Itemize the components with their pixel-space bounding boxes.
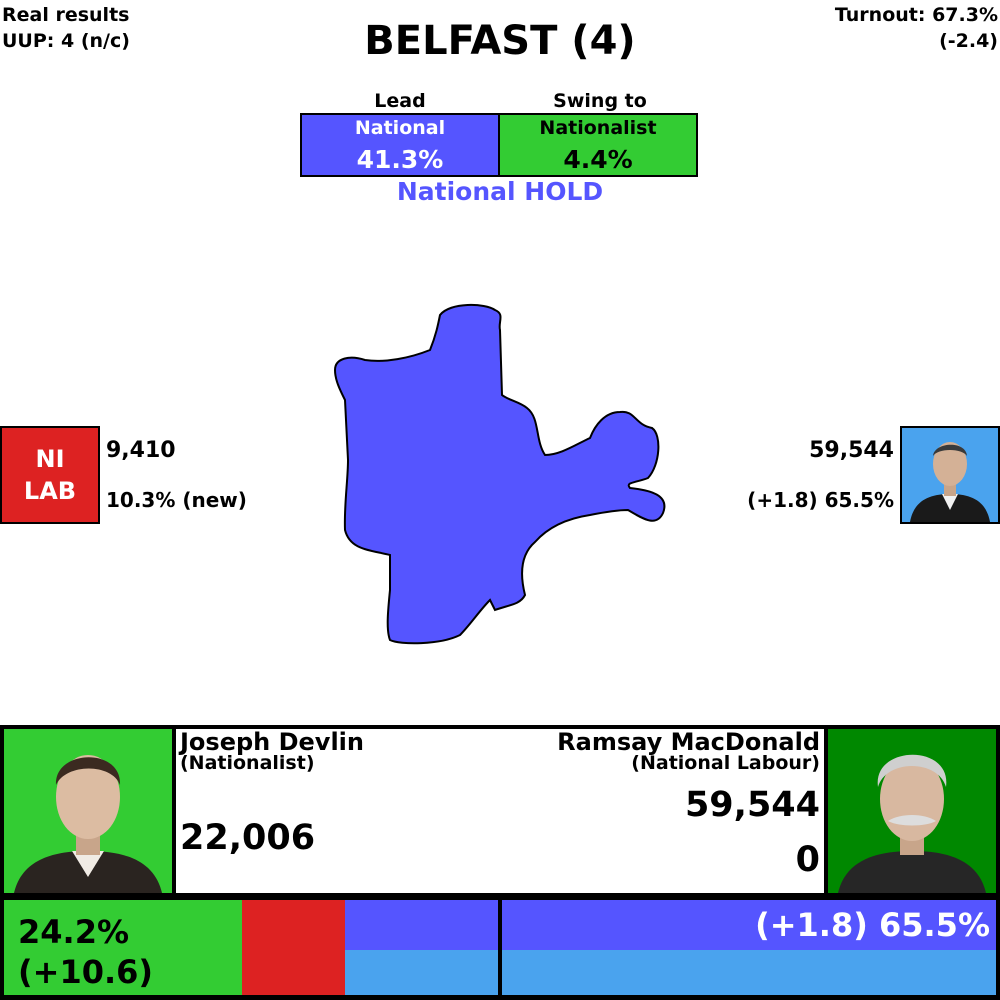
macdonald-party: (National Labour)	[631, 752, 820, 774]
devlin-photo	[4, 729, 172, 893]
portrait-icon	[902, 428, 998, 522]
bottom-info-area	[176, 729, 824, 893]
real-results: Real results UUP: 4 (n/c)	[2, 2, 130, 54]
turnout: Turnout: 67.3% (-2.4)	[835, 2, 998, 54]
macdonald-change: 0	[795, 840, 820, 880]
swing-box: Nationalist 4.4%	[498, 113, 698, 177]
portrait-icon	[4, 729, 172, 893]
bar-left-share: 24.2%	[18, 913, 130, 951]
swing-value: 4.4%	[563, 145, 633, 174]
swing-party: Nationalist	[539, 117, 657, 139]
page-title: BELFAST (4)	[364, 18, 636, 64]
bar-midpoint-marker	[498, 900, 502, 1000]
macdonald-photo	[828, 729, 996, 893]
macdonald-name: Ramsay MacDonald	[557, 728, 820, 756]
bar-segment-ni-labour	[242, 900, 345, 995]
bar-segment-nationalist	[4, 900, 242, 995]
ni-lab-line2: LAB	[23, 477, 77, 505]
devlin-votes: 22,006	[180, 818, 316, 858]
result-text: National HOLD	[396, 177, 604, 206]
bar-left-label: 24.2% (+10.6)	[18, 912, 153, 992]
lead-label: Lead	[374, 90, 426, 112]
portrait-icon	[828, 729, 996, 893]
swing-label: Swing to	[553, 90, 647, 112]
right-candidate-votes: 59,544	[809, 438, 894, 463]
constituency-map	[333, 304, 666, 645]
ni-lab-line1: NI	[35, 445, 65, 473]
lead-value: 41.3%	[356, 145, 444, 174]
lead-party: National	[354, 117, 446, 139]
bar-segment-national	[345, 900, 996, 950]
ni-lab-party-box: NI LAB	[0, 426, 100, 524]
real-results-label: Real results	[2, 4, 130, 26]
lead-box: National 41.3%	[300, 113, 500, 177]
bar-left-change: (+10.6)	[18, 953, 154, 991]
ni-lab-votes: 9,410	[106, 438, 176, 463]
constituency-shape	[333, 304, 666, 645]
ni-lab-share: 10.3% (new)	[106, 488, 247, 512]
bar-right-label: (+1.8) 65.5%	[755, 906, 990, 944]
real-results-value: UUP: 4 (n/c)	[2, 30, 130, 52]
devlin-name: Joseph Devlin	[180, 728, 364, 756]
bar-segment-national-previous	[345, 950, 996, 995]
turnout-label: Turnout: 67.3%	[834, 4, 998, 26]
macdonald-votes: 59,544	[684, 785, 820, 825]
devlin-party: (Nationalist)	[180, 752, 315, 774]
turnout-change: (-2.4)	[939, 30, 998, 52]
right-candidate-share: (+1.8) 65.5%	[747, 488, 894, 512]
right-candidate-photo	[900, 426, 1000, 524]
